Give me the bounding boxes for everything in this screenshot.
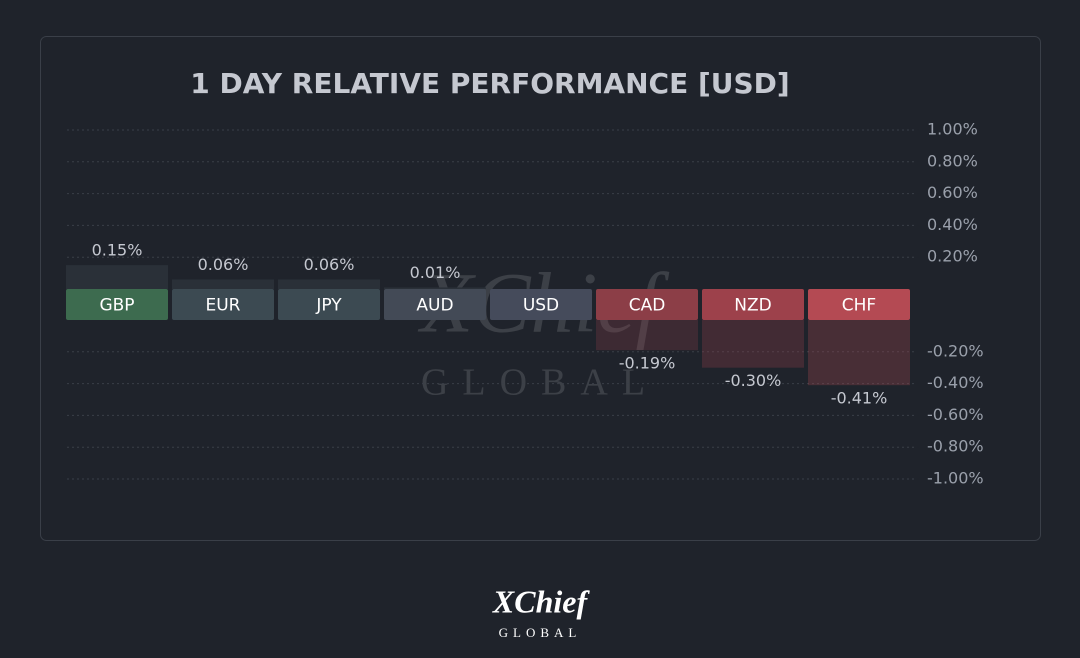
y-tick-label: 0.20%	[927, 247, 978, 266]
x-tick-label: CHF	[842, 296, 876, 316]
watermark-tagline: GLOBAL	[421, 362, 659, 404]
x-tick-label: USD	[523, 296, 559, 316]
value-label: 0.06%	[304, 255, 355, 274]
category-box	[172, 289, 274, 320]
category-box	[66, 289, 168, 320]
x-tick-label: JPY	[315, 296, 342, 316]
value-label: 0.06%	[198, 255, 249, 274]
category-box	[702, 289, 804, 320]
bar	[66, 265, 168, 289]
y-tick-label: 1.00%	[927, 120, 978, 139]
category-box	[384, 289, 486, 320]
y-tick-label: 0.80%	[927, 151, 978, 170]
category-box	[596, 289, 698, 320]
category-box	[490, 289, 592, 320]
bar	[384, 287, 486, 289]
y-tick-label: 0.60%	[927, 183, 978, 202]
y-tick-label: -0.80%	[927, 437, 984, 456]
x-tick-label: NZD	[734, 296, 771, 316]
y-tick-label: -0.20%	[927, 341, 984, 360]
bar	[596, 320, 698, 351]
value-label: -0.41%	[831, 389, 888, 408]
x-tick-label: CAD	[629, 296, 666, 316]
bar	[278, 279, 380, 289]
value-label: -0.19%	[619, 354, 676, 373]
y-tick-label: -1.00%	[927, 469, 984, 488]
value-label: -0.30%	[725, 371, 782, 390]
bar	[808, 320, 910, 386]
x-tick-label: AUD	[416, 296, 453, 316]
card	[40, 36, 1041, 541]
logo-tagline: GLOBAL	[499, 625, 582, 640]
y-tick-label: -0.40%	[927, 373, 984, 392]
y-tick-label: -0.60%	[927, 405, 984, 424]
y-tick-label: 0.40%	[927, 215, 978, 234]
category-box	[278, 289, 380, 320]
bar	[702, 320, 804, 368]
x-tick-label: GBP	[99, 296, 134, 316]
logo-name: XChief	[492, 583, 591, 619]
bar	[172, 279, 274, 289]
x-tick-label: EUR	[206, 296, 241, 316]
value-label: 0.01%	[410, 263, 461, 282]
value-label: 0.15%	[92, 241, 143, 260]
chart-title: 1 DAY RELATIVE PERFORMANCE [USD]	[190, 67, 789, 100]
category-box	[808, 289, 910, 320]
